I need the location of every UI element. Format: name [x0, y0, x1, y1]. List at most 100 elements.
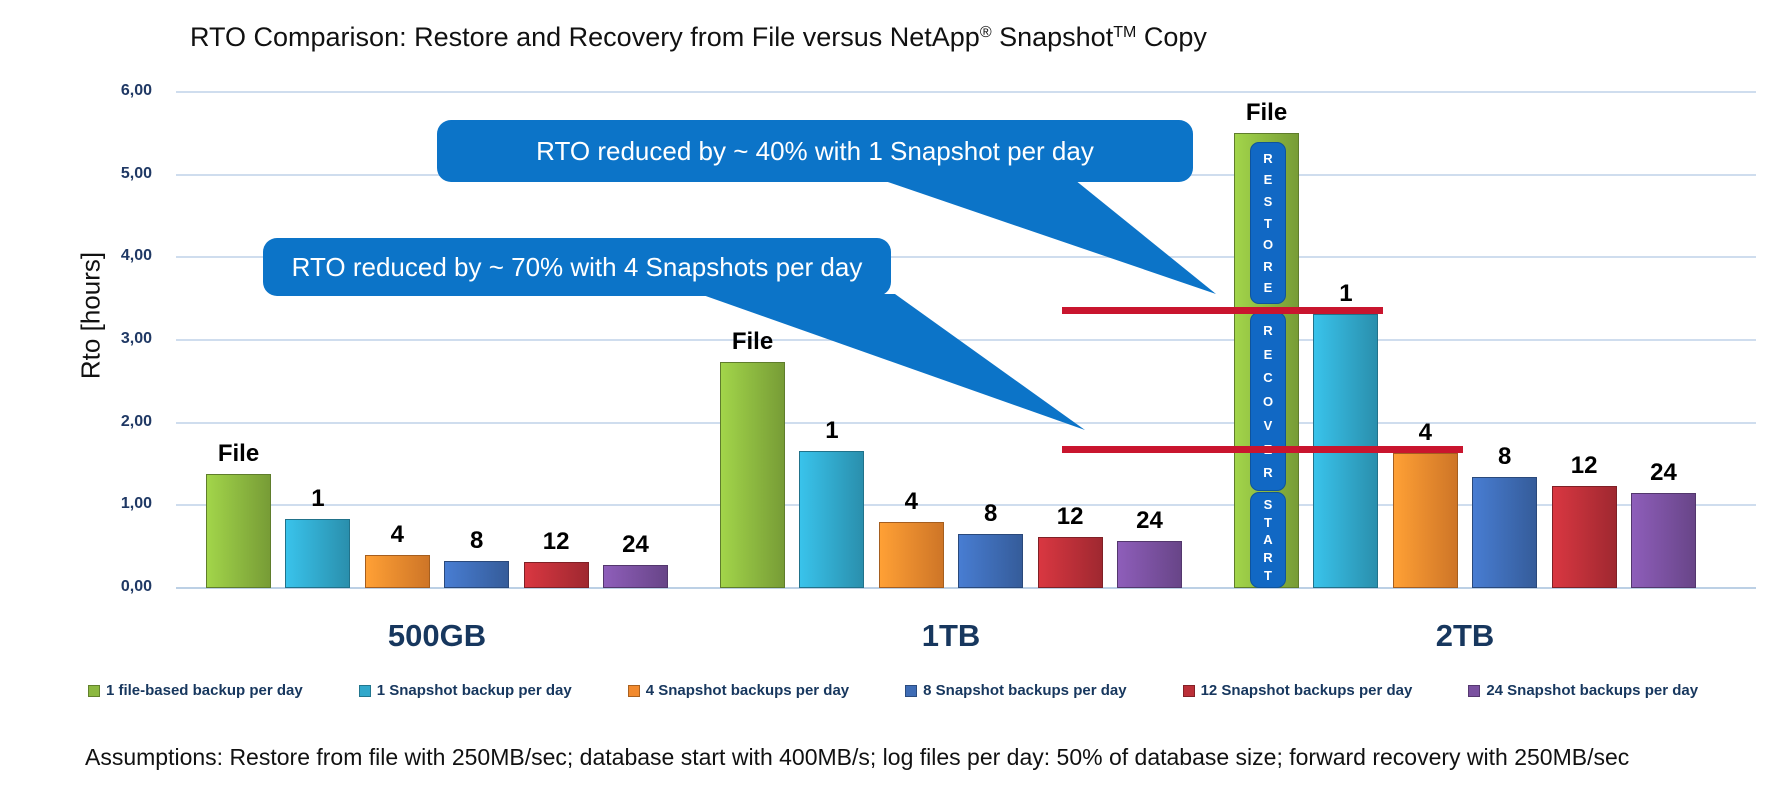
assumptions-note: Assumptions: Restore from file with 250M… [85, 744, 1630, 770]
callout-40-percent: RTO reduced by ~ 40% with 1 Snapshot per… [437, 120, 1193, 182]
legend-item: 1 Snapshot backup per day [358, 682, 572, 699]
gridline [176, 338, 1756, 341]
bar-1tb-4 [878, 521, 944, 588]
bar-500gb-24 [603, 564, 668, 588]
trademark-symbol: TM [1113, 24, 1137, 41]
callout-70-text: RTO reduced by ~ 70% with 4 Snapshots pe… [291, 251, 863, 282]
bar-value-label: 8 [984, 500, 998, 528]
x-category-label: 500GB [387, 618, 487, 653]
chart-title: RTO Comparison: Restore and Recovery fro… [190, 22, 1207, 53]
segment-letter: V [1263, 417, 1273, 433]
bar-value-label: 8 [470, 526, 484, 554]
legend-label: 8 Snapshot backups per day [923, 682, 1127, 699]
bar-value-label: 12 [542, 528, 570, 556]
bar-value-label: 24 [1650, 458, 1677, 486]
y-tick-label: 0,00 [120, 578, 152, 595]
legend-label: 1 file-based backup per day [105, 682, 303, 699]
bar-2tb-8 [1472, 477, 1538, 588]
bar-500gb-file [206, 473, 271, 588]
y-tick-label: 2,00 [120, 412, 152, 430]
bar-1tb-24 [1117, 540, 1182, 588]
legend-label: 24 Snapshot backups per day [1486, 682, 1699, 699]
y-tick-label: 6,00 [120, 81, 152, 99]
legend-item: 4 Snapshot backups per day [627, 682, 850, 699]
legend-item: 8 Snapshot backups per day [905, 682, 1127, 699]
segment-letter: C [1263, 370, 1273, 386]
bar-value-label: File [731, 328, 774, 356]
gridline [176, 90, 1756, 93]
segment-letter: R [1263, 150, 1273, 166]
y-tick-label: 1,00 [120, 495, 152, 513]
legend-swatch [1468, 684, 1481, 697]
segment-letter: R [1263, 465, 1273, 481]
bar-1tb-1 [799, 450, 865, 588]
title-end: Copy [1136, 22, 1207, 52]
segment-letter: R [1263, 258, 1273, 274]
segment-letter: T [1264, 514, 1272, 530]
y-tick-label: 3,00 [120, 329, 152, 347]
segment-letter: O [1262, 237, 1274, 253]
bar-value-label: 4 [904, 487, 918, 515]
segment-letter: R [1263, 550, 1273, 566]
bar-value-label: 4 [1418, 419, 1432, 447]
segment-letter: S [1263, 193, 1273, 209]
bar-500gb-8 [444, 560, 510, 588]
bar-value-label: 4 [390, 520, 404, 548]
bar-value-label: 24 [622, 530, 649, 558]
bar-2tb-4 [1392, 453, 1458, 588]
segment-letter: T [1264, 215, 1272, 231]
bar-value-label: File [217, 439, 260, 467]
legend-label: 12 Snapshot backups per day [1200, 682, 1413, 699]
legend-label: 1 Snapshot backup per day [376, 682, 572, 699]
bar-500gb-1 [285, 519, 351, 588]
legend-swatch [358, 684, 371, 697]
callout-40-pointer [882, 180, 1216, 294]
legend-item: 1 file-based backup per day [87, 682, 303, 699]
segment-letter: A [1263, 532, 1273, 548]
y-tick-label: 4,00 [120, 247, 152, 265]
legend-label: 4 Snapshot backups per day [645, 682, 850, 699]
gridline [176, 421, 1756, 424]
legend-item: 24 Snapshot backups per day [1468, 682, 1698, 699]
file-bar-segment-recover: RECOVER [1250, 312, 1286, 491]
reference-line [1062, 446, 1463, 454]
bar-1tb-12 [1037, 536, 1103, 588]
title-main: RTO Comparison: Restore and Recovery fro… [190, 22, 980, 52]
legend-swatch [87, 684, 100, 697]
title-mid: Snapshot [991, 22, 1114, 52]
x-axis-baseline [176, 587, 1756, 589]
legend: 1 file-based backup per day 1 Snapshot ba… [0, 682, 1786, 699]
bar-1tb-8 [958, 534, 1024, 588]
segment-letter: E [1263, 346, 1273, 362]
bar-value-label: 1 [825, 416, 839, 444]
bar-value-label: 12 [1570, 452, 1598, 480]
gridline [176, 504, 1756, 507]
segment-letter: O [1262, 394, 1274, 409]
segment-letter: R [1263, 322, 1273, 338]
callout-40-text: RTO reduced by ~ 40% with 1 Snapshot per… [536, 135, 1094, 166]
x-category-label: 2TB [1435, 618, 1495, 653]
segment-letter: T [1264, 568, 1272, 584]
bar-500gb-4 [364, 554, 430, 588]
bar-value-label: 1 [311, 485, 325, 513]
bar-2tb-12 [1551, 486, 1617, 588]
bar-value-label: 12 [1056, 502, 1084, 530]
bar-500gb-12 [523, 562, 589, 588]
legend-swatch [627, 684, 640, 697]
bar-value-label: 8 [1498, 443, 1512, 471]
segment-letter: E [1263, 280, 1273, 296]
bar-value-label: 1 [1339, 279, 1353, 307]
legend-item: 12 Snapshot backups per day [1182, 682, 1413, 699]
segment-letter: E [1263, 172, 1273, 188]
callout-70-percent: RTO reduced by ~ 70% with 4 Snapshots pe… [263, 238, 891, 296]
reference-line [1062, 307, 1383, 315]
y-tick-label: 5,00 [120, 164, 152, 182]
legend-swatch [905, 684, 918, 697]
legend-swatch [1182, 684, 1195, 697]
registered-symbol: ® [979, 24, 992, 41]
bar-value-label: File [1245, 99, 1288, 127]
bar-value-label: 24 [1136, 506, 1163, 534]
